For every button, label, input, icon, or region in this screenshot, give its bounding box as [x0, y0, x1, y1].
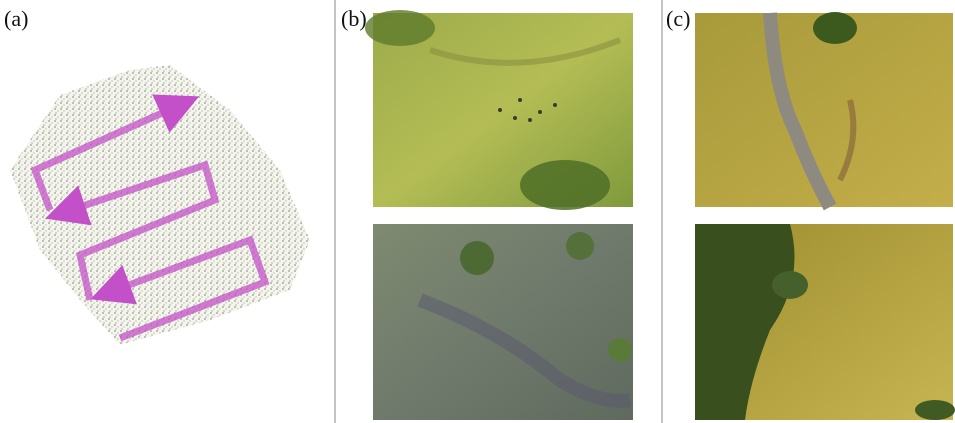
panel-label: (c): [666, 6, 690, 31]
aerial-photo: [365, 10, 633, 210]
aerial-photo: [695, 12, 953, 211]
panel-label: (a): [4, 6, 28, 31]
panel-label: (b): [341, 6, 367, 31]
point-cloud: [10, 65, 310, 345]
aerial-photo: [373, 224, 633, 420]
aerial-photo: [695, 224, 955, 420]
